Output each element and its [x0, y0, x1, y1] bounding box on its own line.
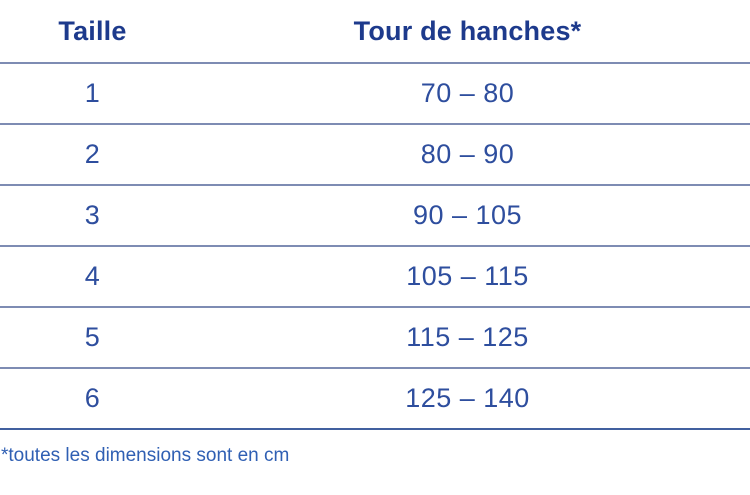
range-cell: 125 – 140	[405, 383, 530, 413]
table-row: 2 80 – 90	[0, 125, 750, 186]
table-row: 5 115 – 125	[0, 308, 750, 369]
size-cell: 4	[84, 261, 101, 291]
size-chart-table: Taille Tour de hanches* 1 70 – 80 2 80 –…	[0, 0, 750, 430]
size-cell: 6	[84, 383, 101, 413]
size-cell: 3	[84, 200, 101, 230]
table-row: 6 125 – 140	[0, 369, 750, 430]
range-cell: 80 – 90	[420, 139, 515, 169]
table-row: 1 70 – 80	[0, 64, 750, 125]
range-cell: 70 – 80	[420, 78, 515, 108]
column-header-taille: Taille	[58, 15, 127, 46]
table-row: 3 90 – 105	[0, 186, 750, 247]
table-header-row: Taille Tour de hanches*	[0, 0, 750, 64]
dimensions-footnote: *toutes les dimensions sont en cm	[1, 445, 290, 466]
range-cell: 115 – 125	[406, 322, 529, 352]
table-row: 4 105 – 115	[0, 247, 750, 308]
column-header-tour-de-hanches: Tour de hanches*	[353, 15, 582, 46]
range-cell: 90 – 105	[412, 200, 523, 230]
size-cell: 5	[84, 322, 101, 352]
size-cell: 1	[84, 78, 101, 108]
range-cell: 105 – 115	[406, 261, 529, 291]
size-cell: 2	[84, 139, 101, 169]
